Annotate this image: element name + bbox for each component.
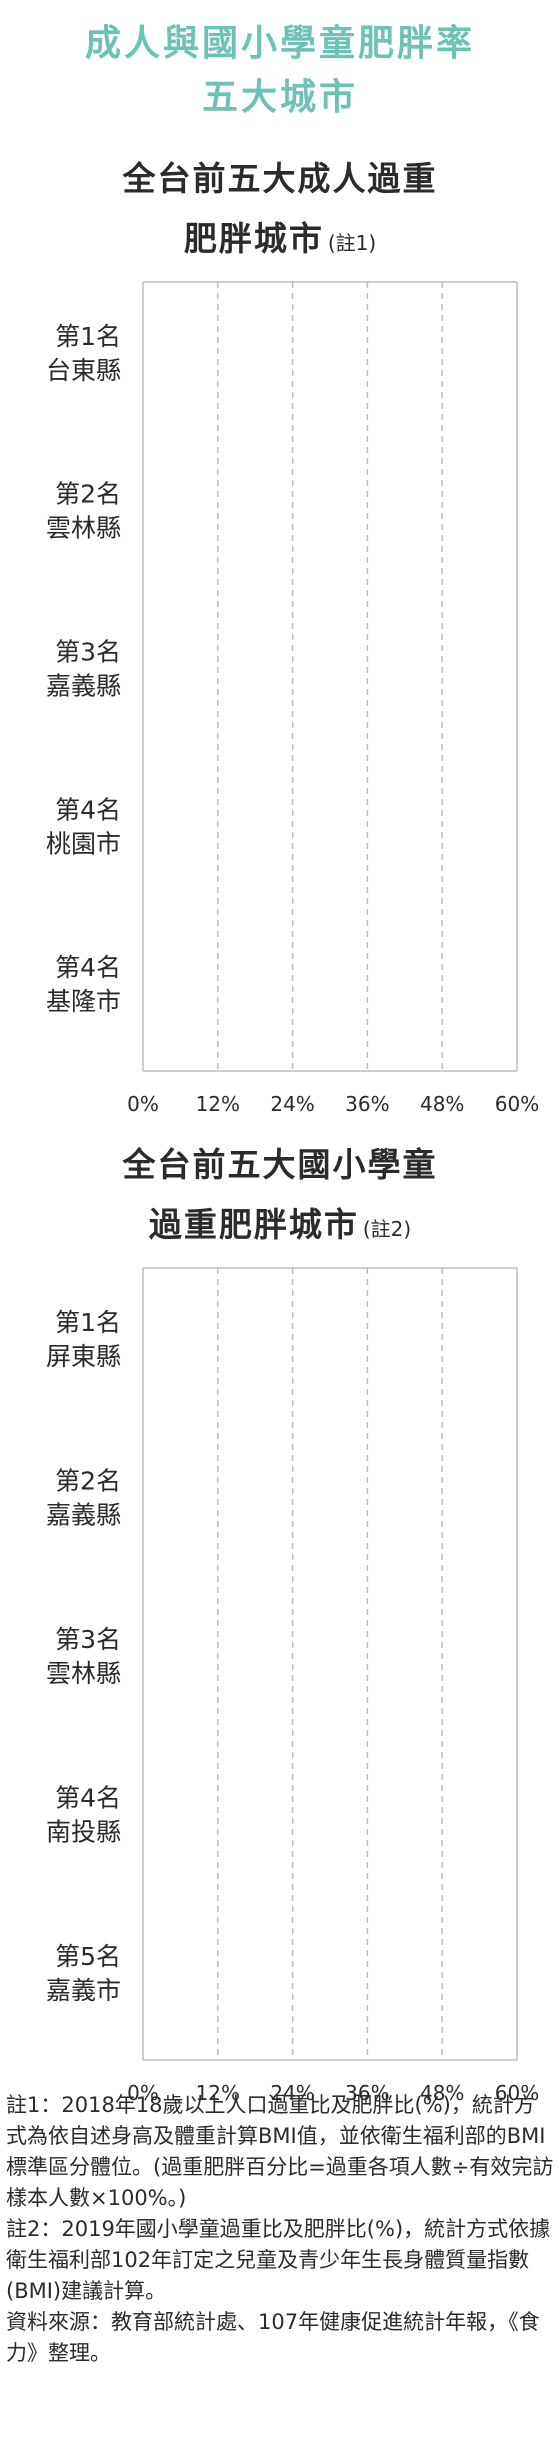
x-tick-label: 48% — [420, 1092, 464, 1116]
category-name-label: 嘉義縣 — [46, 672, 121, 701]
chart1-title-text: 肥胖城市 — [183, 219, 324, 258]
category-name-label: 桃園市 — [46, 829, 121, 858]
category-rank-label: 第1名 — [55, 1308, 121, 1337]
category-name-label: 雲林縣 — [46, 514, 121, 543]
category-rank-label: 第3名 — [55, 1625, 121, 1654]
category-name-label: 嘉義市 — [46, 1976, 121, 2005]
chart-1-adult-obesity: 0% 12% 24% 36% 48% 60%第1名台東縣第2名雲林縣第3名嘉義縣第4名桃園… — [46, 281, 539, 1116]
x-tick-label: 36% — [345, 2081, 389, 2105]
x-tick-label: 12% — [196, 1092, 240, 1116]
category-name-label: 基隆市 — [46, 987, 121, 1016]
category-name-label: 台東縣 — [46, 356, 121, 385]
chart1-title-line2: 肥胖城市 (註1) — [0, 212, 560, 260]
x-tick-label: 24% — [270, 2081, 314, 2105]
chart2-title-text: 過重肥胖城市 — [148, 1205, 359, 1244]
category-name-label: 嘉義縣 — [46, 1501, 121, 1530]
footnotes: 註1：2018年18歲以上人口過重比及肥胖比(%)，統計方式為依自述身高及體重計… — [6, 2090, 554, 2369]
category-rank-label: 第4名 — [55, 795, 121, 824]
category-rank-label: 第3名 — [55, 638, 121, 667]
category-rank-label: 第2名 — [55, 480, 121, 509]
data-source: 資料來源：教育部統計處、107年健康促進統計年報，《食力》整理。 — [6, 2310, 540, 2365]
x-tick-label: 0% — [127, 2081, 159, 2105]
x-tick-label: 48% — [420, 2081, 464, 2105]
footnote-2: 註2：2019年國小學童過重比及肥胖比(%)，統計方式依據衛生福利部102年訂定… — [6, 2217, 551, 2303]
category-rank-label: 第5名 — [55, 1942, 121, 1971]
x-tick-label: 60% — [495, 1092, 539, 1116]
chart-2-child-obesity: 0% 12% 24% 36% 48% 60% 第1名屏東縣第2名嘉義縣第3名雲林縣第4名南投… — [46, 1267, 539, 2105]
chart1-title-line1: 全台前五大成人過重 — [122, 159, 438, 198]
x-tick-label: 0% — [127, 1092, 159, 1116]
x-tick-label: 36% — [345, 1092, 389, 1116]
footnote-1: 註1：2018年18歲以上人口過重比及肥胖比(%)，統計方式為依自述身高及體重計… — [6, 2093, 554, 2210]
category-rank-label: 第4名 — [55, 953, 121, 982]
category-rank-label: 第2名 — [55, 1467, 121, 1496]
category-rank-label: 第4名 — [55, 1783, 121, 1812]
category-name-label: 南投縣 — [46, 1817, 121, 1846]
main-title-line1: 成人與國小學童肥胖率 — [84, 23, 475, 64]
main-title-line2: 五大城市 — [201, 77, 358, 118]
category-name-label: 雲林縣 — [46, 1659, 121, 1688]
chart2-title-line2: 過重肥胖城市 (註2) — [0, 1198, 560, 1246]
chart1-title-note: (註1) — [327, 231, 377, 255]
x-tick-label: 24% — [270, 1092, 314, 1116]
category-name-label: 屏東縣 — [46, 1342, 121, 1371]
x-tick-label: 60% — [495, 2081, 539, 2105]
category-rank-label: 第1名 — [55, 322, 121, 351]
chart2-title-note: (註2) — [362, 1217, 412, 1241]
x-tick-label: 12% — [196, 2081, 240, 2105]
chart2-title-line1: 全台前五大國小學童 — [122, 1145, 438, 1184]
